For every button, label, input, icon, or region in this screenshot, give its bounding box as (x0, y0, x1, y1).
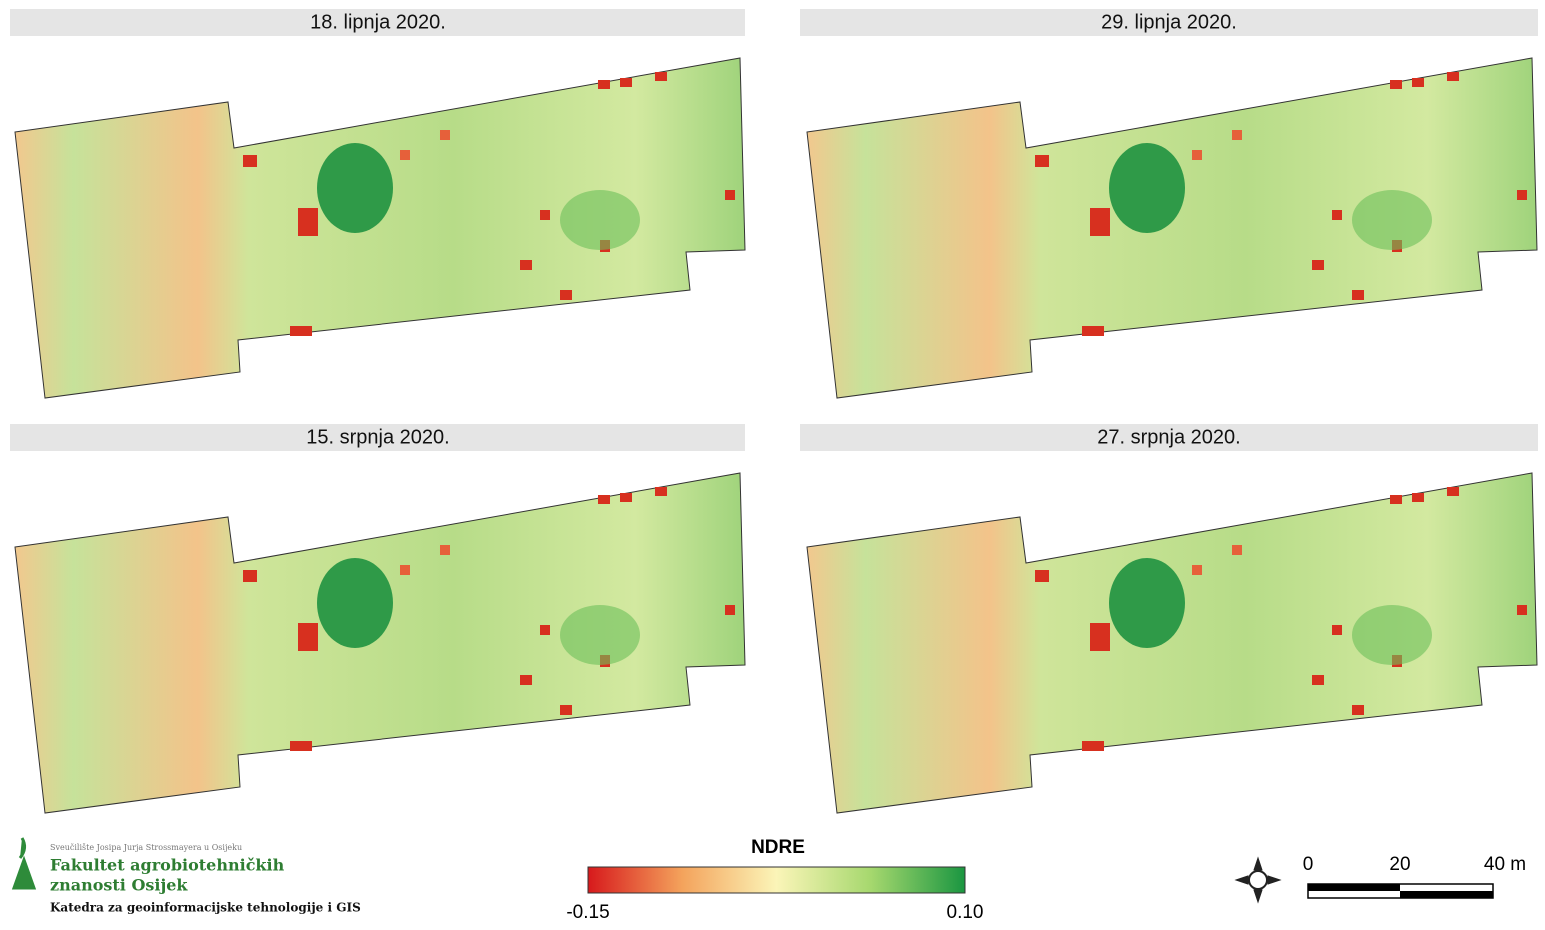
department-name: Katedra za geoinformacijske tehnologije … (50, 901, 361, 915)
legend-max: 0.10 (947, 902, 984, 923)
ndre-map (806, 472, 1538, 814)
panel-title: 29. lipnja 2020. (1101, 11, 1237, 33)
scale-bar (1307, 883, 1494, 899)
title-bar (800, 424, 1538, 451)
panel-title: 15. srpnja 2020. (306, 426, 449, 448)
ndre-map (14, 57, 746, 399)
ndre-map (806, 57, 1538, 399)
scale-label: 40 m (1484, 854, 1526, 875)
title-bar (10, 424, 745, 451)
university-name: Sveučilište Josipa Jurja Strossmayera u … (50, 843, 242, 852)
faculty-name: znanosti Osijek (50, 876, 188, 895)
title-bar (800, 9, 1538, 36)
title-bar (10, 9, 745, 36)
color-ramp (587, 866, 966, 894)
faculty-name: Fakultet agrobiotehničkih (50, 856, 285, 875)
north-arrow (1234, 856, 1282, 904)
panel-title: 18. lipnja 2020. (310, 11, 446, 33)
panel-title: 27. srpnja 2020. (1097, 426, 1240, 448)
scale-label: 20 (1389, 854, 1410, 875)
legend-min: -0.15 (566, 902, 609, 923)
legend-title: NDRE (751, 837, 805, 858)
logo (11, 837, 37, 890)
scale-label: 0 (1303, 854, 1314, 875)
ndre-map (14, 472, 746, 814)
